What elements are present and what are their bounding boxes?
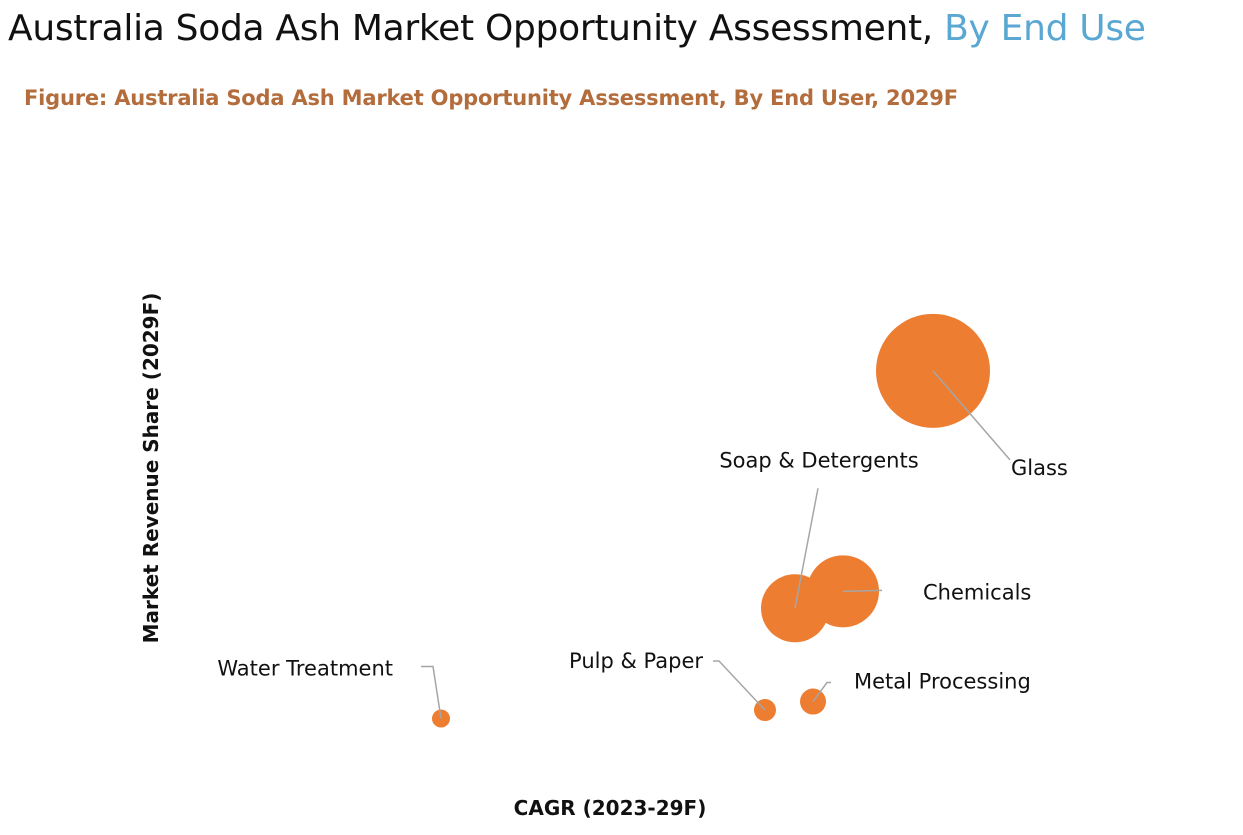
bubble-label-glass: Glass — [1011, 456, 1068, 480]
bubble-label-soap-and-detergents: Soap & Detergents — [719, 448, 918, 472]
leader-line-pulp-and-paper — [713, 660, 766, 711]
bubble-label-water-treatment: Water Treatment — [217, 657, 393, 681]
bubble-group-chemicals: Chemicals — [807, 555, 1031, 628]
bubble-group-pulp-and-paper: Pulp & Paper — [569, 649, 776, 722]
page-title: Australia Soda Ash Market Opportunity As… — [8, 8, 1146, 49]
x-axis-label: CAGR (2023-29F) — [513, 796, 707, 820]
leader-line-water-treatment — [421, 665, 442, 719]
page-title-accent: By End Use — [944, 8, 1146, 49]
page-title-main: Australia Soda Ash Market Opportunity As… — [8, 8, 945, 49]
leader-line-chemicals — [842, 589, 883, 593]
bubble-group-glass: Glass — [876, 313, 1068, 480]
bubble-label-metal-processing: Metal Processing — [854, 670, 1031, 694]
leader-line-metal-processing — [812, 681, 831, 703]
leader-line-glass — [932, 370, 1011, 461]
y-axis-label: Market Revenue Share (2029F) — [139, 292, 163, 644]
bubble-group-water-treatment: Water Treatment — [217, 657, 450, 728]
bubble-group-metal-processing: Metal Processing — [800, 670, 1031, 715]
bubble-label-chemicals: Chemicals — [923, 580, 1031, 604]
figure-caption: Figure: Australia Soda Ash Market Opport… — [24, 86, 958, 110]
bubble-label-pulp-and-paper: Pulp & Paper — [569, 649, 703, 673]
leader-line-soap-and-detergents — [794, 488, 819, 609]
